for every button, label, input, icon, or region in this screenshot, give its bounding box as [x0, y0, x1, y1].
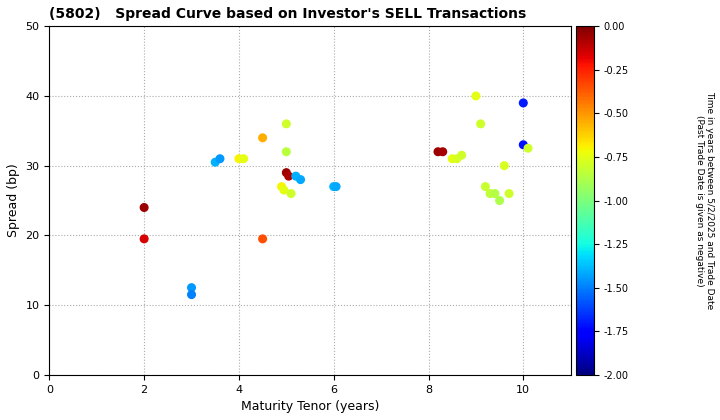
- Point: [186, 291, 197, 298]
- Point: [480, 183, 491, 190]
- Point: [330, 183, 342, 190]
- Point: [451, 155, 463, 162]
- Point: [186, 284, 197, 291]
- Point: [138, 204, 150, 211]
- Point: [518, 100, 529, 106]
- Point: [485, 190, 496, 197]
- Point: [437, 148, 449, 155]
- Point: [294, 176, 306, 183]
- Point: [522, 145, 534, 152]
- Point: [456, 152, 467, 159]
- Point: [281, 121, 292, 127]
- Point: [494, 197, 505, 204]
- Point: [498, 162, 510, 169]
- Y-axis label: Spread (bp): Spread (bp): [7, 164, 20, 237]
- Text: (5802)   Spread Curve based on Investor's SELL Transactions: (5802) Spread Curve based on Investor's …: [50, 7, 526, 21]
- Point: [432, 148, 444, 155]
- Point: [328, 183, 339, 190]
- Point: [475, 121, 487, 127]
- Point: [281, 148, 292, 155]
- Point: [285, 190, 297, 197]
- Point: [518, 142, 529, 148]
- Point: [210, 159, 221, 165]
- Point: [257, 134, 269, 141]
- Point: [290, 173, 302, 179]
- Point: [233, 155, 245, 162]
- Y-axis label: Time in years between 5/2/2025 and Trade Date
(Past Trade Date is given as negat: Time in years between 5/2/2025 and Trade…: [696, 92, 714, 310]
- Point: [276, 183, 287, 190]
- Point: [470, 93, 482, 100]
- X-axis label: Maturity Tenor (years): Maturity Tenor (years): [240, 400, 379, 413]
- Point: [257, 236, 269, 242]
- Point: [278, 187, 289, 194]
- Point: [215, 155, 226, 162]
- Point: [283, 173, 294, 179]
- Point: [446, 155, 458, 162]
- Point: [489, 190, 500, 197]
- Point: [281, 169, 292, 176]
- Point: [138, 236, 150, 242]
- Point: [503, 190, 515, 197]
- Point: [238, 155, 249, 162]
